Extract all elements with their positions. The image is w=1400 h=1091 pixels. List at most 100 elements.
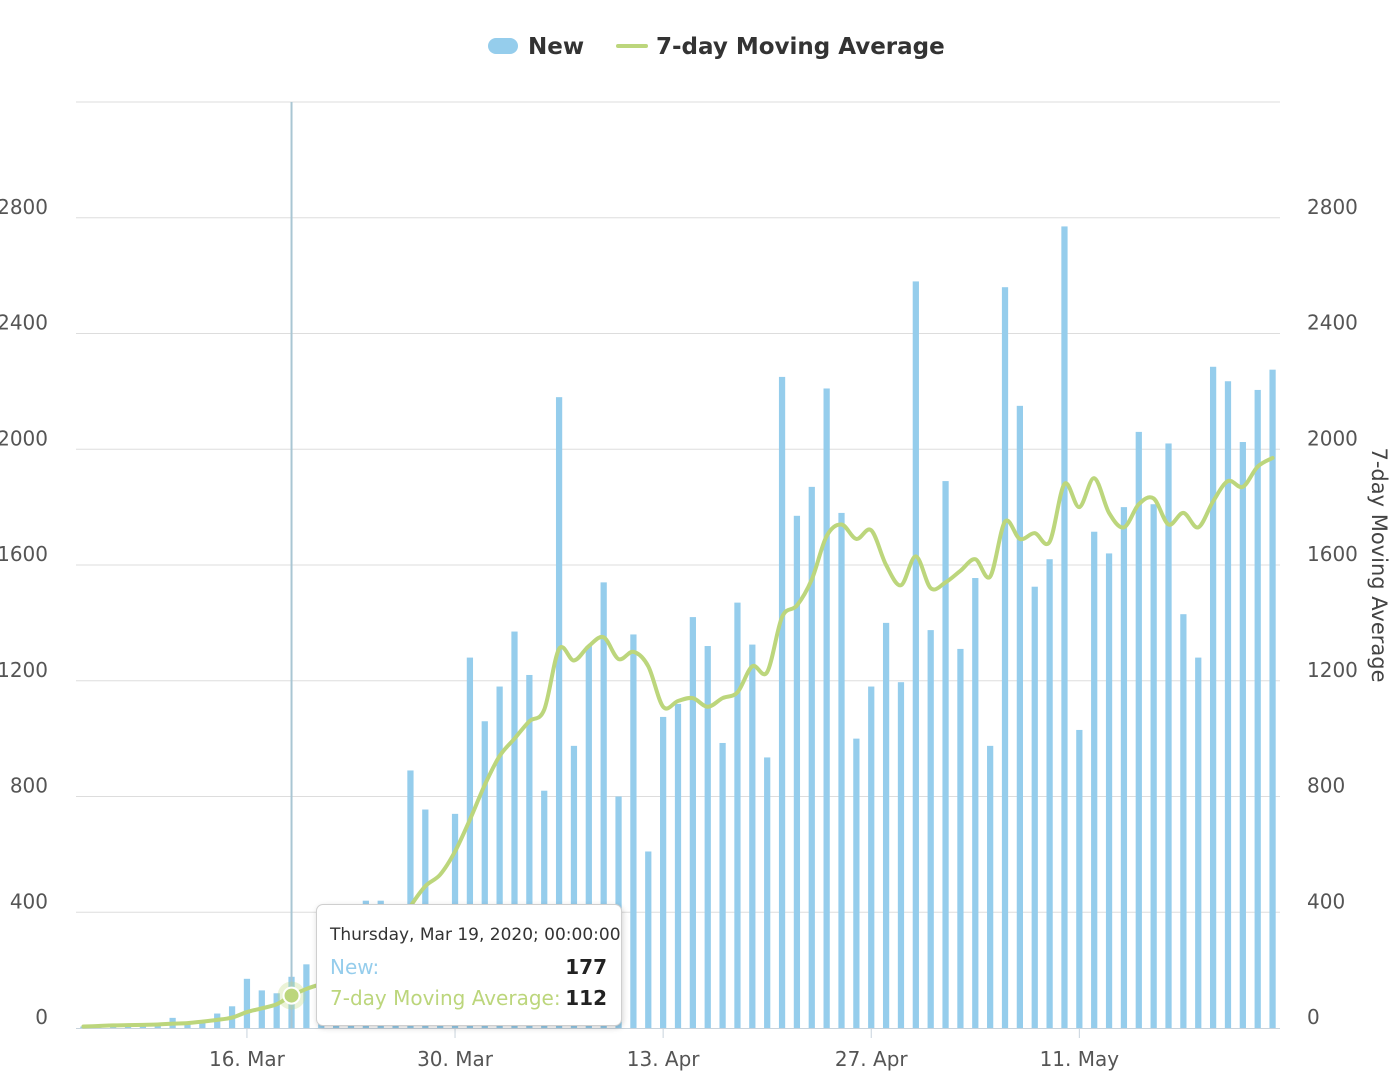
bar[interactable] [1224, 381, 1232, 1028]
bar[interactable] [1091, 531, 1098, 1028]
legend-item-new[interactable]: New [488, 34, 584, 60]
bar[interactable] [1001, 287, 1009, 1028]
bar[interactable] [778, 376, 786, 1028]
bar[interactable] [972, 578, 979, 1028]
grid-lines [76, 101, 1280, 1029]
bar[interactable] [660, 716, 667, 1028]
bar[interactable] [1269, 369, 1276, 1028]
y-tick-label-right: 2400 [1307, 311, 1358, 335]
bar[interactable] [1105, 553, 1113, 1028]
tooltip-label-moving-average: 7-day Moving Average: [330, 986, 561, 1010]
bar[interactable] [273, 993, 280, 1028]
y-tick-label-left: 1600 [0, 542, 48, 566]
y-tick-label-right: 2800 [1307, 195, 1358, 219]
y-tick-label-left: 2400 [0, 311, 48, 335]
bar[interactable] [868, 686, 875, 1028]
legend-item-moving-average[interactable]: 7-day Moving Average [616, 34, 945, 60]
y-axis-left: 0 400 800 1200 1600 2000 2400 2800 [0, 195, 48, 1029]
bar[interactable] [303, 964, 310, 1028]
bar[interactable] [1150, 504, 1157, 1028]
bar[interactable] [882, 622, 890, 1028]
bar[interactable] [555, 397, 563, 1029]
bar[interactable] [1254, 389, 1261, 1029]
bar[interactable] [466, 657, 474, 1028]
bar[interactable] [526, 674, 533, 1028]
y-tick-label-left: 2800 [0, 195, 48, 219]
bar[interactable] [1061, 226, 1068, 1028]
tooltip-row-moving-average: 7-day Moving Average: 112 [330, 986, 607, 1010]
y-tick-label-right: 400 [1307, 889, 1345, 913]
tooltip-date: Thursday, Mar 19, 2020; 00:00:00 [330, 925, 621, 945]
bar[interactable] [1076, 729, 1083, 1028]
bar-series-new [80, 226, 1276, 1029]
bar[interactable] [1180, 614, 1187, 1028]
bar[interactable] [1165, 443, 1172, 1028]
bar[interactable] [764, 757, 771, 1028]
bar[interactable] [912, 281, 919, 1029]
bar[interactable] [1046, 559, 1053, 1028]
y-tick-label-right: 2000 [1307, 426, 1358, 450]
bar[interactable] [1031, 586, 1038, 1028]
hover-marker [277, 981, 306, 1010]
tooltip-row-new: New: 177 [330, 955, 607, 979]
bar[interactable] [184, 1022, 191, 1028]
x-tick-label: 16. Mar [209, 1047, 286, 1071]
bar[interactable] [1135, 431, 1142, 1028]
line-series-moving-average [81, 455, 1275, 1029]
y-axis-right: 0 400 800 1200 1600 2000 2400 2800 [1307, 195, 1358, 1029]
legend-label-new: New [528, 34, 584, 60]
y-tick-label-left: 0 [35, 1005, 48, 1029]
bar[interactable] [496, 686, 503, 1028]
bar[interactable] [585, 646, 592, 1028]
y-tick-label-right: 800 [1307, 774, 1345, 798]
bar[interactable] [793, 515, 801, 1028]
bar[interactable] [243, 978, 251, 1028]
bar[interactable] [704, 646, 711, 1028]
y-tick-label-left: 400 [10, 889, 48, 913]
x-tick-label: 30. Mar [417, 1047, 494, 1071]
bar[interactable] [853, 738, 860, 1028]
bar[interactable] [1239, 442, 1246, 1028]
y-tick-label-right: 1200 [1307, 658, 1358, 682]
bar[interactable] [823, 388, 830, 1028]
hover-point [282, 986, 301, 1005]
tooltip-label-new: New: [330, 955, 380, 979]
bar[interactable] [511, 631, 518, 1028]
bar[interactable] [600, 582, 607, 1028]
bar[interactable] [942, 481, 949, 1028]
tooltip: Thursday, Mar 19, 2020; 00:00:00 New: 17… [316, 904, 622, 1026]
bar[interactable] [1016, 405, 1023, 1028]
bar[interactable] [987, 745, 994, 1028]
bar[interactable] [749, 644, 756, 1028]
bar[interactable] [719, 742, 726, 1028]
tooltip-value-new: 177 [565, 955, 607, 979]
x-tick-label: 27. Apr [835, 1047, 909, 1071]
bar[interactable] [927, 630, 934, 1028]
bar[interactable] [838, 512, 845, 1028]
bar[interactable] [957, 648, 964, 1028]
bar[interactable] [630, 634, 637, 1028]
y-tick-label-right: 0 [1307, 1005, 1320, 1029]
y-tick-label-left: 800 [10, 774, 48, 798]
bar[interactable] [1120, 507, 1128, 1028]
bar[interactable] [674, 703, 682, 1028]
tooltip-value-moving-average: 112 [565, 986, 607, 1010]
bar[interactable] [1209, 366, 1217, 1028]
x-tick-label: 13. Apr [627, 1047, 701, 1071]
bar[interactable] [734, 602, 741, 1028]
y-axis-right-title: 7-day Moving Average [1367, 447, 1391, 682]
x-axis: 16. Mar 30. Mar 13. Apr 27. Apr 11. May [209, 1028, 1119, 1071]
bar[interactable] [645, 851, 652, 1028]
bar[interactable] [199, 1020, 206, 1028]
bar[interactable] [1195, 657, 1202, 1028]
bar[interactable] [689, 617, 696, 1028]
bar[interactable] [481, 721, 488, 1028]
bar[interactable] [570, 745, 578, 1028]
bar[interactable] [897, 682, 905, 1028]
y-tick-label-left: 2000 [0, 426, 48, 450]
legend-swatch-new [488, 38, 518, 54]
bar[interactable] [407, 770, 414, 1028]
bar[interactable] [808, 486, 815, 1028]
x-tick-label: 11. May [1040, 1047, 1120, 1071]
legend: New 7-day Moving Average [488, 34, 945, 60]
